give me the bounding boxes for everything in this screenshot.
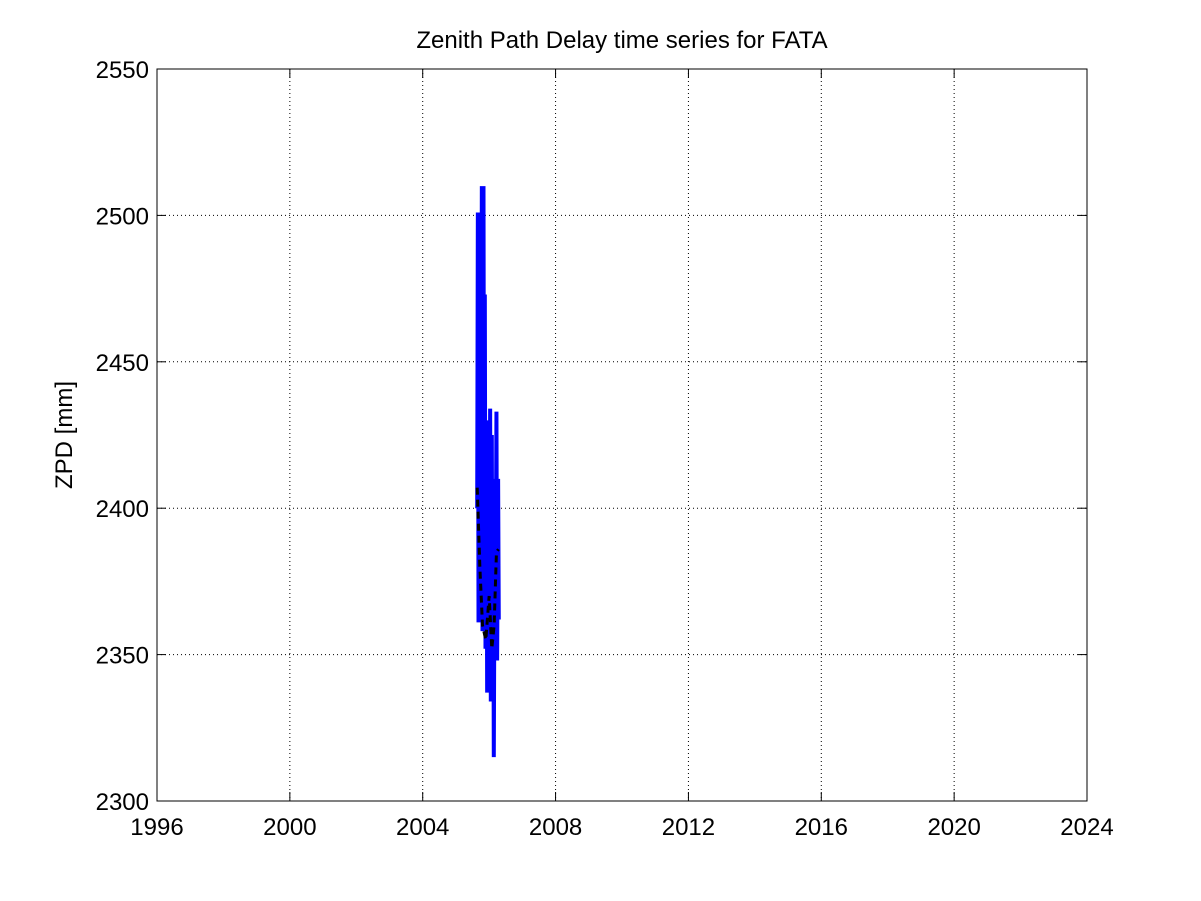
chart-title: Zenith Path Delay time series for FATA (416, 27, 827, 54)
x-tick-label: 2012 (662, 814, 715, 841)
y-tick-label: 2300 (96, 789, 149, 816)
x-tick-label: 2020 (927, 814, 980, 841)
x-tick-label: 2016 (795, 814, 848, 841)
y-tick-label: 2400 (96, 496, 149, 523)
data-line (475, 487, 500, 649)
y-axis-label: ZPD [mm] (51, 381, 78, 489)
y-tick-label: 2450 (96, 350, 149, 377)
x-tick-label: 2024 (1060, 814, 1113, 841)
x-tick-label: 2004 (396, 814, 449, 841)
plot-frame (156, 68, 1088, 802)
x-tick-label: 2008 (529, 814, 582, 841)
y-tick-label: 2550 (96, 57, 149, 84)
y-tick-label: 2500 (96, 203, 149, 230)
x-tick-label: 1996 (130, 814, 183, 841)
x-tick-label: 2000 (263, 814, 316, 841)
y-tick-label: 2350 (96, 643, 149, 670)
data-line (475, 186, 501, 758)
